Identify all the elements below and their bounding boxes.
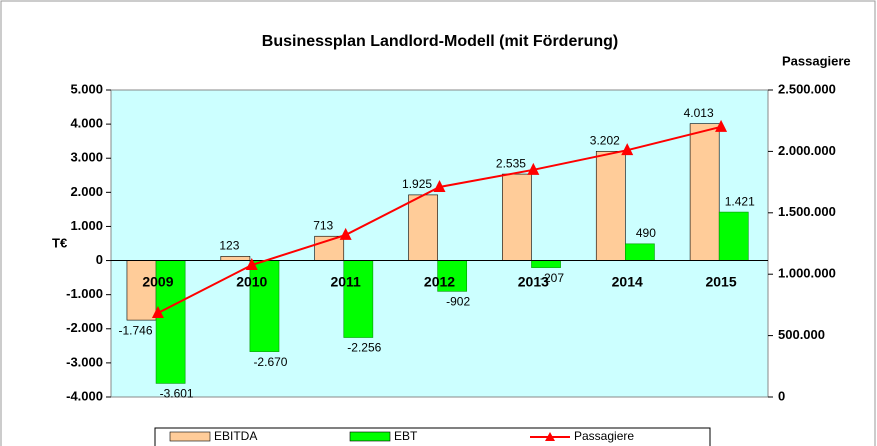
- data-label: 123: [219, 239, 239, 253]
- x-tick-label: 2012: [424, 273, 455, 289]
- data-label: -1.746: [118, 323, 152, 337]
- y2-tick-label: 1.000.000: [778, 266, 836, 281]
- legend: [154, 427, 711, 446]
- bar: [249, 260, 280, 352]
- data-label: 713: [313, 218, 333, 232]
- x-tick-label: 2014: [612, 273, 643, 289]
- y-tick-label: -4.000: [66, 388, 103, 403]
- data-label: -2.670: [253, 355, 287, 369]
- y2-axis-title: Passagiere: [782, 53, 851, 68]
- line-marker: [527, 162, 540, 175]
- legend-swatch: [349, 431, 391, 442]
- legend-swatch: [169, 431, 211, 442]
- legend-label: Passagiere: [574, 429, 634, 443]
- y-tick-label: -3.000: [66, 354, 103, 369]
- bar: [595, 151, 626, 261]
- data-label: 1.925: [402, 177, 432, 191]
- data-label: 3.202: [590, 134, 620, 148]
- chart-title: Businessplan Landlord-Modell (mit Förder…: [262, 33, 618, 50]
- y-tick-label: -1.000: [66, 286, 103, 301]
- data-label: -3.601: [160, 387, 194, 401]
- line-marker: [151, 306, 164, 319]
- bar: [408, 194, 438, 261]
- bar: [437, 260, 468, 292]
- x-tick-label: 2011: [330, 273, 361, 289]
- data-label: 490: [636, 226, 656, 240]
- data-label: -902: [446, 294, 470, 308]
- line-marker: [621, 143, 634, 156]
- y-tick-label: -2.000: [66, 320, 103, 335]
- plot-area: [110, 89, 769, 398]
- y2-tick-label: 1.500.000: [778, 204, 836, 219]
- y2-tick-label: 2.500.000: [778, 81, 836, 96]
- y-tick-label: 0: [96, 252, 103, 267]
- y-tick-label: 3.000: [70, 150, 103, 165]
- y-tick-label: 5.000: [70, 81, 103, 96]
- y-tick-label: 1.000: [70, 218, 103, 233]
- data-label: -2.256: [347, 341, 381, 355]
- data-label: 2.535: [496, 156, 526, 170]
- line-marker: [433, 180, 446, 193]
- bar: [155, 260, 186, 384]
- legend-label: EBITDA: [214, 429, 257, 443]
- line-marker: [715, 119, 728, 132]
- line-marker: [245, 257, 258, 270]
- data-label: -207: [540, 271, 564, 285]
- y-tick-label: 2.000: [70, 184, 103, 199]
- x-tick-label: 2009: [142, 273, 173, 289]
- bar: [220, 256, 251, 261]
- legend-label: EBT: [394, 429, 418, 443]
- x-tick-label: 2010: [236, 273, 267, 289]
- line-marker: [339, 227, 352, 240]
- legend-marker: [545, 432, 555, 441]
- bar: [718, 211, 749, 261]
- data-label: 1.421: [725, 194, 755, 208]
- y2-tick-label: 0: [778, 388, 785, 403]
- bar: [531, 260, 561, 268]
- bar: [689, 123, 720, 261]
- y-tick-label: 4.000: [70, 116, 103, 131]
- y2-tick-label: 2.000.000: [778, 143, 836, 158]
- y2-tick-label: 500.000: [778, 327, 825, 342]
- y-axis-title: T€: [52, 235, 67, 250]
- bar: [126, 260, 157, 321]
- bar: [502, 173, 532, 261]
- x-tick-label: 2015: [705, 273, 736, 289]
- bar: [343, 260, 374, 338]
- bar: [625, 243, 655, 261]
- x-tick-label: 2013: [518, 273, 549, 289]
- data-label: 4.013: [684, 106, 714, 120]
